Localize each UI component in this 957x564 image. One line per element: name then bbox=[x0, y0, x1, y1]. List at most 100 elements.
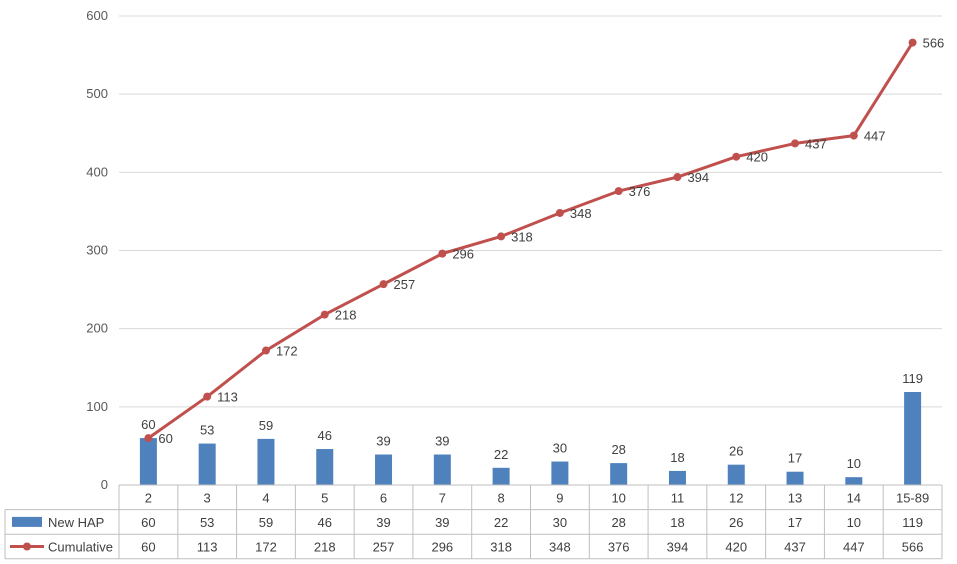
legend-label: New HAP bbox=[48, 515, 104, 530]
table-cell: 22 bbox=[494, 515, 508, 530]
x-tick-label: 13 bbox=[788, 490, 802, 505]
table-cell: 18 bbox=[670, 515, 684, 530]
table-cell: 113 bbox=[197, 540, 218, 555]
x-tick-label: 12 bbox=[729, 490, 743, 505]
bar-data-label: 60 bbox=[141, 417, 155, 432]
cumulative-data-label: 394 bbox=[687, 170, 709, 185]
bar bbox=[316, 449, 334, 485]
table-cell: 172 bbox=[255, 540, 277, 555]
cumulative-point bbox=[261, 346, 270, 355]
bar bbox=[786, 471, 804, 485]
table-cell: 60 bbox=[141, 515, 155, 530]
y-tick-label: 0 bbox=[101, 477, 108, 492]
line-series-cumulative: 60 113 172 218 257 296 318 348 376 394 420 437 447 56… bbox=[144, 36, 945, 446]
bar bbox=[492, 467, 510, 485]
table-cell: 39 bbox=[376, 515, 390, 530]
bar-data-label: 39 bbox=[435, 434, 449, 449]
table-cell: 17 bbox=[788, 515, 802, 530]
bar-data-label: 28 bbox=[611, 442, 625, 457]
y-tick-label: 300 bbox=[86, 243, 108, 258]
x-tick-label: 4 bbox=[262, 490, 269, 505]
cumulative-point bbox=[791, 139, 800, 148]
bar bbox=[139, 438, 157, 485]
bar bbox=[610, 463, 628, 485]
x-tick-label: 6 bbox=[380, 490, 387, 505]
table-cell: 119 bbox=[902, 515, 923, 530]
table-cell: 39 bbox=[435, 515, 449, 530]
cumulative-data-label: 113 bbox=[217, 390, 238, 405]
x-tick-label: 7 bbox=[439, 490, 446, 505]
bar-data-label: 119 bbox=[902, 371, 923, 386]
x-tick-label: 3 bbox=[204, 490, 211, 505]
gridlines bbox=[119, 15, 942, 408]
table-cell: 257 bbox=[373, 540, 395, 555]
bar-data-label: 39 bbox=[376, 434, 390, 449]
cumulative-point bbox=[203, 392, 212, 401]
table-cell: 420 bbox=[725, 540, 747, 555]
x-tick-label: 8 bbox=[497, 490, 504, 505]
legend-label: Cumulative bbox=[48, 540, 113, 555]
x-tick-label: 5 bbox=[321, 490, 328, 505]
y-tick-label: 200 bbox=[86, 321, 108, 336]
table-cell: 318 bbox=[490, 540, 512, 555]
cumulative-point bbox=[849, 131, 858, 140]
table-cell: 59 bbox=[259, 515, 273, 530]
cumulative-point bbox=[614, 187, 623, 196]
cumulative-point bbox=[438, 249, 447, 258]
cumulative-data-label: 376 bbox=[629, 184, 651, 199]
bar-data-label: 22 bbox=[494, 447, 508, 462]
bar-data-label: 18 bbox=[670, 450, 684, 465]
table-cell: 46 bbox=[318, 515, 332, 530]
bar-data-label: 30 bbox=[553, 441, 567, 456]
table-cell: 53 bbox=[200, 515, 214, 530]
table-cell: 60 bbox=[141, 540, 155, 555]
cumulative-data-label: 60 bbox=[158, 431, 172, 446]
bar bbox=[375, 454, 393, 485]
x-tick-label: 14 bbox=[847, 490, 861, 505]
y-tick-label: 600 bbox=[86, 8, 108, 23]
cumulative-point bbox=[732, 152, 741, 161]
x-tick-label: 15-89 bbox=[896, 490, 929, 505]
table-cell: 348 bbox=[549, 540, 571, 555]
cumulative-data-label: 318 bbox=[511, 229, 533, 244]
table-cell: 394 bbox=[667, 540, 689, 555]
table-cell: 376 bbox=[608, 540, 630, 555]
bar-data-label: 46 bbox=[318, 428, 332, 443]
table-cell: 447 bbox=[843, 540, 865, 555]
x-tick-label: 11 bbox=[671, 490, 685, 505]
table-cell: 26 bbox=[729, 515, 743, 530]
table-cell: 30 bbox=[553, 515, 567, 530]
cumulative-data-label: 257 bbox=[394, 277, 416, 292]
bar bbox=[845, 477, 863, 485]
bar bbox=[668, 470, 686, 485]
bar-series-new-hap: 60 53 59 46 39 39 22 30 28 18 26 17 10 119 bbox=[139, 371, 923, 485]
cumulative-point bbox=[497, 232, 506, 241]
legend-swatch-marker bbox=[23, 542, 31, 551]
bar-data-label: 10 bbox=[847, 456, 861, 471]
bar-data-label: 26 bbox=[729, 444, 743, 459]
bar-data-label: 17 bbox=[788, 451, 802, 466]
table-cell: 296 bbox=[431, 540, 453, 555]
bar-data-label: 53 bbox=[200, 423, 214, 438]
table-cell: 28 bbox=[611, 515, 625, 530]
cumulative-data-label: 566 bbox=[923, 36, 945, 51]
cumulative-data-label: 420 bbox=[746, 150, 768, 165]
y-axis: 0 100 200 300 400 500 600 bbox=[86, 8, 108, 492]
table-cell: 566 bbox=[902, 540, 924, 555]
y-tick-label: 500 bbox=[86, 86, 108, 101]
cumulative-point bbox=[908, 38, 917, 47]
y-tick-label: 100 bbox=[86, 399, 108, 414]
bar bbox=[257, 438, 275, 485]
bar bbox=[433, 454, 451, 485]
table-cell: 437 bbox=[784, 540, 806, 555]
cumulative-data-label: 172 bbox=[276, 344, 298, 359]
table-cell: 10 bbox=[847, 515, 861, 530]
cumulative-data-label: 296 bbox=[452, 247, 474, 262]
y-tick-label: 400 bbox=[86, 164, 108, 179]
x-tick-label: 10 bbox=[611, 490, 625, 505]
cumulative-point bbox=[379, 280, 388, 289]
bar bbox=[198, 443, 216, 485]
bar bbox=[727, 464, 745, 485]
cumulative-data-label: 437 bbox=[805, 136, 827, 151]
